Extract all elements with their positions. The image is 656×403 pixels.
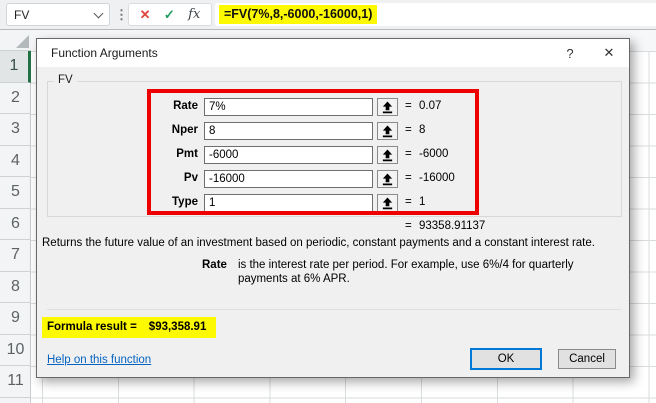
overall-result-value: 93358.91137 [419, 220, 486, 232]
nper-result: 8 [419, 124, 426, 136]
name-box-value: FV [14, 7, 30, 22]
divider [47, 309, 621, 310]
argument-help-label: Rate [202, 259, 227, 271]
overall-result-row: = 93358.91137 [37, 220, 631, 234]
row-header[interactable]: 11 [0, 366, 31, 398]
dialog-titlebar[interactable]: Function Arguments [37, 39, 629, 67]
type-input[interactable] [204, 194, 373, 212]
equals-sign: = [405, 100, 412, 112]
row-header[interactable]: 8 [0, 272, 31, 303]
close-icon[interactable]: ✕ [593, 39, 625, 67]
function-description: Returns the future value of an investmen… [42, 237, 595, 249]
type-label: Type [172, 196, 198, 208]
chevron-down-icon[interactable] [93, 8, 104, 18]
nper-label: Nper [171, 124, 198, 136]
collapse-dialog-button[interactable] [377, 170, 398, 188]
formula-text-highlighted: =FV(7%,8,-6000,-16000,1) [219, 5, 378, 24]
dialog-title: Function Arguments [51, 46, 158, 60]
row-header-column: 1 2 3 4 5 6 7 8 9 10 11 [0, 30, 31, 403]
collapse-dialog-icon [382, 196, 393, 209]
ok-button[interactable]: OK [470, 348, 542, 370]
dialog-help-button[interactable]: ? [558, 39, 582, 67]
collapse-dialog-icon [382, 172, 393, 185]
row-header[interactable]: 2 [0, 83, 31, 114]
argument-help: Rate is the interest rate per period. Fo… [202, 258, 596, 286]
row-header[interactable]: 3 [0, 114, 31, 146]
fv-group-box [47, 81, 622, 217]
row-header[interactable]: 1 [0, 51, 31, 83]
equals-sign: = [405, 172, 412, 184]
rate-label: Rate [173, 100, 198, 112]
pv-label: Pv [183, 172, 198, 184]
equals-sign: = [405, 124, 412, 136]
nper-input[interactable] [204, 122, 373, 140]
confirm-entry-icon[interactable]: ✓ [163, 6, 175, 22]
pmt-label: Pmt [176, 148, 198, 160]
collapse-dialog-button[interactable] [377, 194, 398, 212]
formula-result-value: $93,358.91 [148, 321, 207, 333]
formula-result-label: Formula result = [47, 321, 137, 333]
row-header[interactable]: 6 [0, 209, 31, 240]
formula-bar-buttons: ✕ ✓ fx [128, 3, 212, 26]
equals-sign: = [405, 196, 412, 208]
pv-result: -16000 [419, 172, 455, 184]
row-header[interactable]: 10 [0, 335, 31, 366]
field-row: Rate = 0.07 [37, 98, 631, 116]
collapse-dialog-icon [382, 148, 393, 161]
name-box[interactable]: FV [6, 3, 110, 26]
select-all-button[interactable] [0, 30, 31, 51]
formula-bar: FV ⋮ ✕ ✓ fx =FV(7%,8,-6000,-16000,1) [0, 0, 656, 30]
collapse-dialog-icon [382, 124, 393, 137]
field-row: Pmt = -6000 [37, 146, 631, 164]
collapse-dialog-button[interactable] [377, 98, 398, 116]
field-row: Pv = -16000 [37, 170, 631, 188]
insert-function-icon[interactable]: fx [188, 7, 201, 22]
type-result: 1 [419, 196, 426, 208]
equals-sign: = [405, 148, 412, 160]
select-all-triangle-icon [16, 35, 29, 48]
row-header[interactable]: 7 [0, 240, 31, 272]
collapse-dialog-button[interactable] [377, 122, 398, 140]
formula-result-highlighted: Formula result = $93,358.91 [42, 317, 217, 338]
rate-input[interactable] [204, 98, 373, 116]
cancel-entry-icon[interactable]: ✕ [139, 6, 151, 22]
function-arguments-dialog: Function Arguments ? ✕ FV Rate = 0.07 Np… [36, 38, 630, 378]
equals-sign: = [405, 220, 412, 232]
field-row: Nper = 8 [37, 122, 631, 140]
argument-help-text: is the interest rate per period. For exa… [237, 259, 574, 285]
pv-input[interactable] [204, 170, 373, 188]
row-header[interactable]: 4 [0, 146, 31, 177]
help-on-function-link[interactable]: Help on this function [47, 354, 152, 366]
collapse-dialog-button[interactable] [377, 146, 398, 164]
collapse-dialog-icon [382, 100, 393, 113]
pmt-result: -6000 [419, 148, 449, 160]
pmt-input[interactable] [204, 146, 373, 164]
overflow-dots-icon[interactable]: ⋮ [115, 6, 128, 22]
rate-result: 0.07 [419, 100, 442, 112]
row-header[interactable]: 9 [0, 303, 31, 335]
fv-group-label: FV [54, 74, 77, 86]
row-header[interactable]: 5 [0, 177, 31, 209]
field-row: Type = 1 [37, 194, 631, 212]
cancel-button[interactable]: Cancel [558, 349, 616, 369]
formula-input[interactable]: =FV(7%,8,-6000,-16000,1) [215, 3, 656, 26]
